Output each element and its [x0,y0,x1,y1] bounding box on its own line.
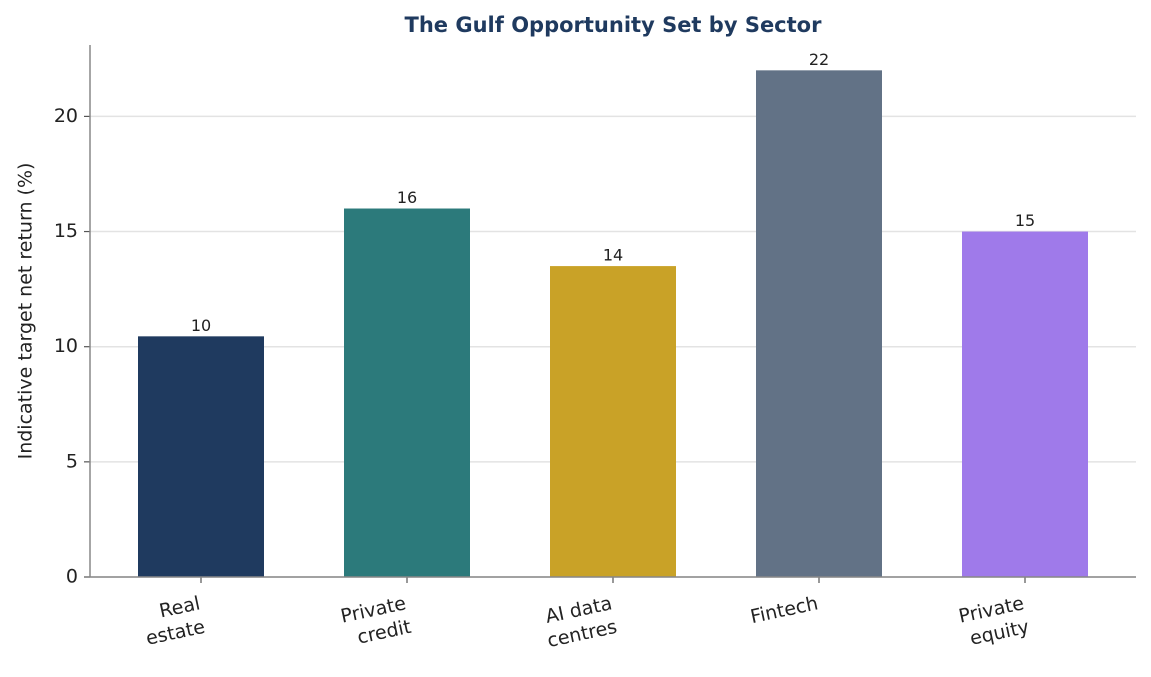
value-label: 16 [397,188,417,207]
y-axis-label: Indicative target net return (%) [15,163,37,460]
x-tick-label: Privatecredit [339,592,413,651]
bar [962,231,1088,577]
y-tick-label: 5 [66,450,78,472]
x-tick-label-line: Fintech [748,592,820,628]
bar [550,266,676,577]
x-tick-label: AI datacentres [540,592,619,652]
value-label: 22 [809,50,829,69]
value-label: 10 [191,316,211,335]
bar [344,208,470,578]
y-tick-label: 20 [54,105,78,127]
y-tick-label: 0 [66,566,78,588]
x-tick-label-line: estate [144,616,207,650]
bar [138,336,264,577]
x-tick-label: Realestate [139,592,207,649]
chart-title: The Gulf Opportunity Set by Sector [405,13,823,37]
y-tick-label: 15 [54,220,78,242]
x-tick-label: Fintech [748,592,820,628]
x-tick-label: Privateequity [957,592,1031,651]
value-label: 15 [1015,211,1035,230]
y-tick-label: 10 [54,335,78,357]
value-label: 14 [603,246,623,265]
bar [756,70,882,577]
